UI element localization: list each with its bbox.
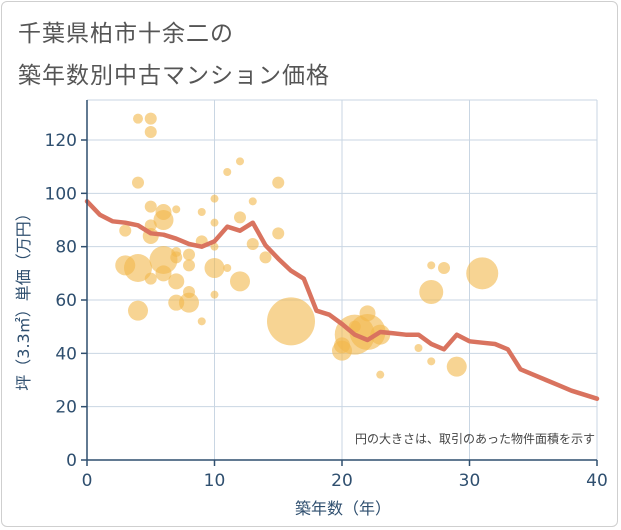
bubble-point [223,264,232,272]
bubble-point [144,126,157,138]
bubble-point [168,273,185,290]
y-tick-label: 40 [55,344,77,364]
bubble-point [144,112,157,125]
bubble-point [248,197,257,206]
bubble-point [144,200,157,213]
bubble-point [466,257,499,290]
x-axis-label: 築年数（年） [295,499,391,518]
bubble-point [210,242,219,251]
bubble-point [446,356,467,377]
bubble-point [272,227,285,240]
trend-series [84,199,600,401]
bubble-point [234,211,246,224]
bubble-point [179,292,199,313]
bubble-point [183,259,195,272]
bubble-point [155,265,172,282]
axes: 0 20 40 60 80 100 120 0 10 20 30 40 [45,100,608,491]
y-tick-label: 120 [45,131,77,151]
bubble-point [124,254,152,282]
bubble-point [210,218,219,227]
bubble-point [197,317,206,326]
y-tick-label: 20 [55,398,77,418]
chart-title-line1: 千葉県柏市十余二の [18,21,234,47]
bubble-point [172,205,181,214]
bubble-point [119,224,132,237]
bubble-point [144,272,157,285]
bubble-point [259,251,272,264]
bubble-series [115,112,499,379]
x-tick-label: 10 [204,471,226,491]
y-tick-label: 60 [55,291,77,311]
bubble-point [144,219,157,232]
bubble-point [419,280,444,304]
bubble-point [427,261,436,270]
bubble-point [128,300,148,321]
bubble-point [149,246,178,274]
bubble-point [197,208,206,216]
size-note: 円の大きさは、取引のあった物件面積を示す [355,431,595,446]
bubble-point [427,357,436,366]
x-tick-label: 30 [459,471,481,491]
x-tick-label: 0 [82,471,93,491]
bubble-point [210,290,219,299]
bubble-point [223,168,232,176]
y-tick-label: 100 [45,184,77,204]
y-axis-label: 坪（3.3㎡）単価（万円） [14,205,33,390]
bubble-point [414,344,423,352]
bubble-point [236,157,244,166]
bubble-point [230,271,250,292]
bubble-point [376,370,385,379]
bubble-point [272,176,285,189]
x-tick-label: 40 [586,471,608,491]
chart-title-line2: 築年数別中古マンション価格 [18,63,330,89]
bubble-point [183,248,195,261]
y-tick-label: 0 [66,451,77,471]
bubble-point [132,176,144,189]
x-tick-label: 20 [331,471,353,491]
bubble-point [332,340,352,361]
bubble-point [438,262,450,274]
bubble-point [210,194,219,203]
trend-line [84,199,600,401]
bubble-point [153,210,174,230]
bubble-point [246,238,259,250]
bubble-point [133,113,143,124]
bubble-point [267,297,315,346]
bubble-point [204,258,225,278]
y-tick-label: 80 [55,238,77,258]
